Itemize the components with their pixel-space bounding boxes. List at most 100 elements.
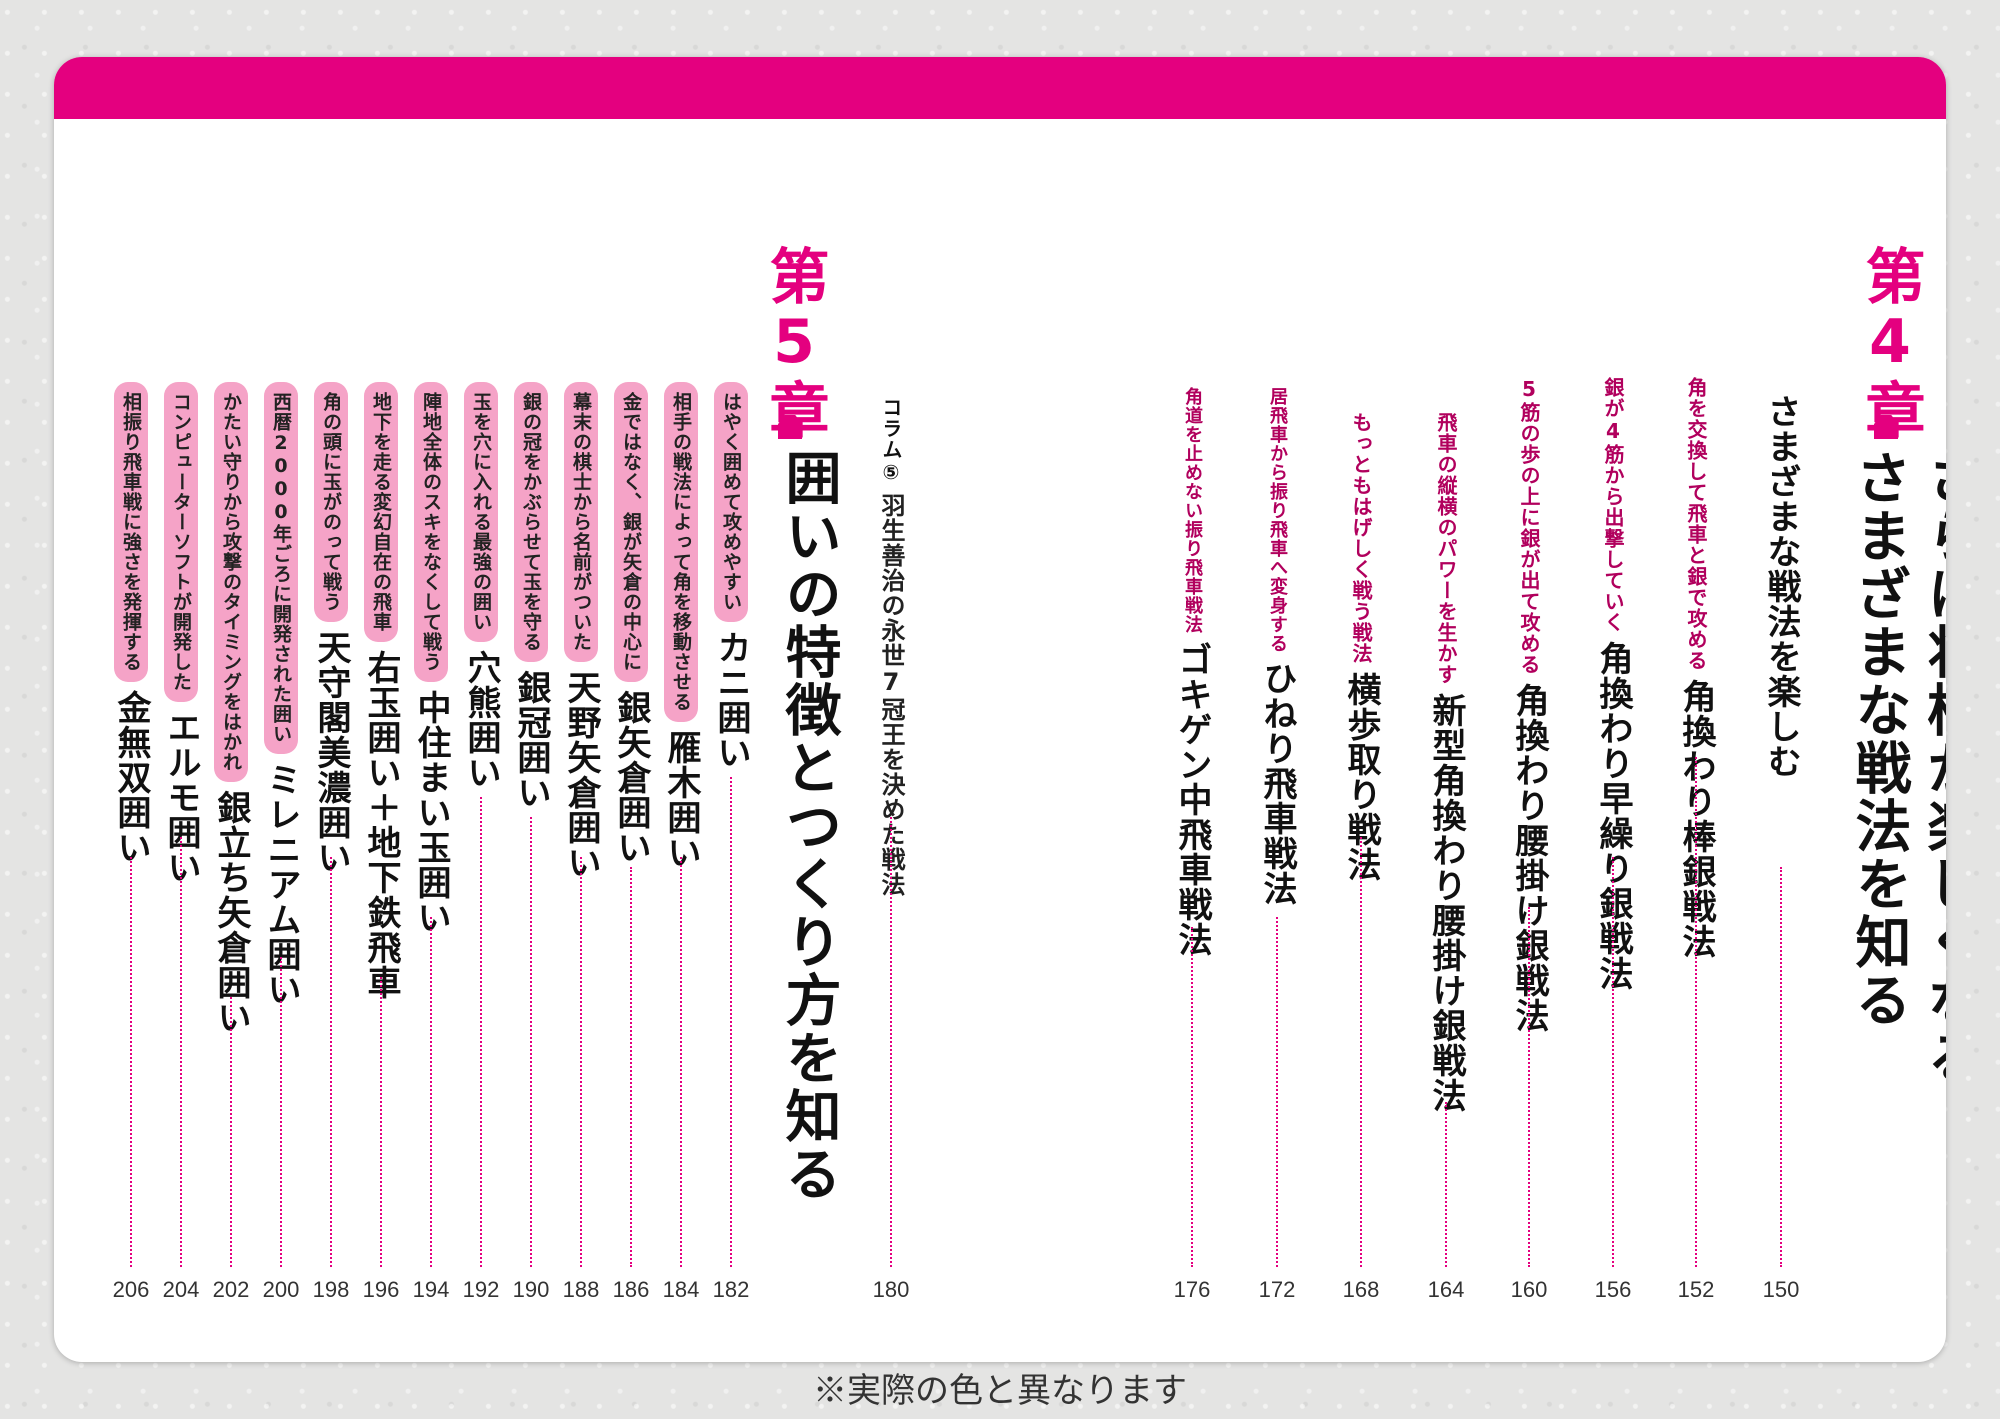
entry-subtitle: かたい守りから攻撃のタイミングをはかれ [214, 382, 248, 782]
page-number: 204 [162, 1277, 200, 1302]
leader-line [530, 817, 532, 1267]
entry-title: 金無双囲い [111, 690, 151, 865]
chapter5-marker-icon [778, 415, 802, 439]
column5-entry[interactable]: コラム⑤ 羽生善治の永世7冠王を決めた戦法 180 [869, 57, 913, 1362]
chapter4-number: 第4章 [1855, 245, 1925, 441]
leader-line [1445, 1102, 1447, 1267]
chapter5-number: 第5章 [759, 245, 829, 441]
page-number: 198 [312, 1277, 350, 1302]
entry-subtitle: 相手の戦法によって角を移動させる [664, 382, 698, 722]
leader-line [1528, 907, 1530, 1267]
entry-subtitle: 銀の冠をかぶらせて玉を守る [514, 382, 548, 662]
entry-title: 新型角換わり腰掛け銀戦法 [1426, 693, 1466, 1113]
entry-subtitle: 角道を止めない振り飛車戦法 [1182, 387, 1203, 634]
toc-page: 第4章 さらに将棋が楽しくなる さまざまな戦法を知る さまざまな戦法を楽しむ 1… [54, 57, 1946, 1362]
entry-title: 雁木囲い [661, 730, 701, 870]
toc-entry[interactable]: かたい守りから攻撃のタイミングをはかれ 銀立ち矢倉囲い 202 [209, 57, 253, 1362]
leader-line [1191, 927, 1193, 1267]
leader-line [680, 857, 682, 1267]
entry-subtitle: 幕末の棋士から名前がついた [564, 382, 598, 662]
page-number: 190 [512, 1277, 550, 1302]
leader-line [380, 977, 382, 1267]
entry-title: カニ囲い [711, 630, 751, 770]
page-number: 152 [1677, 1277, 1715, 1302]
entry-subtitle: 陣地全体のスキをなくして戦う [414, 382, 448, 682]
entry-subtitle: コンピューターソフトが開発した [164, 382, 198, 702]
entry-subtitle: 相振り飛車戦に強さを発揮する [114, 382, 148, 682]
leader-line [1780, 867, 1782, 1267]
toc-entry[interactable]: 相手の戦法によって角を移動させる 雁木囲い 184 [659, 57, 703, 1362]
page-number: 156 [1594, 1277, 1632, 1302]
entry-title: 天野矢倉囲い [561, 670, 601, 880]
chapter5-title: 囲いの特徴とつくり方を知る [776, 449, 841, 1203]
entry-subtitle: 飛車の縦横のパワーを生かす [1434, 412, 1458, 685]
entry-title: 右玉囲い＋地下鉄飛車 [361, 650, 401, 1000]
page-number: 160 [1510, 1277, 1548, 1302]
page-number: 196 [362, 1277, 400, 1302]
toc-entry[interactable]: さまざまな戦法を楽しむ 150 [1759, 57, 1803, 1362]
color-disclaimer: ※実際の色と異なります [813, 1371, 1187, 1411]
toc-entry[interactable]: 銀が4筋から出撃していく 角換わり早繰り銀戦法 156 [1591, 57, 1635, 1362]
toc-entry[interactable]: 銀の冠をかぶらせて玉を守る 銀冠囲い 190 [509, 57, 553, 1362]
entry-subtitle: 角の頭に玉がのって戦う [314, 382, 348, 622]
leader-line [230, 997, 232, 1267]
page-number: 188 [562, 1277, 600, 1302]
leader-line [1612, 857, 1614, 1267]
leader-line [730, 777, 732, 1267]
page-number: 168 [1342, 1277, 1380, 1302]
toc-entry[interactable]: 幕末の棋士から名前がついた 天野矢倉囲い 188 [559, 57, 603, 1362]
entry-subtitle: 金ではなく、銀が矢倉の中心に [614, 382, 648, 682]
toc-entry[interactable]: 角の頭に玉がのって戦う 天守閣美濃囲い 198 [309, 57, 353, 1362]
entry-subtitle: はやく囲めて攻めやすい [714, 382, 748, 622]
page-number: 180 [872, 1277, 910, 1302]
toc-entry[interactable]: 相振り飛車戦に強さを発揮する 金無双囲い 206 [109, 57, 153, 1362]
top-color-band [54, 57, 1946, 119]
entry-title: 銀冠囲い [511, 670, 551, 810]
entry-subtitle: 地下を走る変幻自在の飛車 [364, 382, 398, 642]
toc-entry[interactable]: 居飛車から振り飛車へ変身する ひねり飛車戦法 172 [1255, 57, 1299, 1362]
toc-entry[interactable]: 角を交換して飛車と銀で攻める 角換わり棒銀戦法 152 [1674, 57, 1718, 1362]
leader-line [630, 867, 632, 1267]
toc-entry[interactable]: 玉を穴に入れる最強の囲い 穴熊囲い 192 [459, 57, 503, 1362]
entry-subtitle: 5筋の歩の上に銀が出て攻める [1517, 377, 1541, 675]
entry-title: ひねり飛車戦法 [1257, 661, 1297, 906]
toc-entry[interactable]: 地下を走る変幻自在の飛車 右玉囲い＋地下鉄飛車 196 [359, 57, 403, 1362]
leader-line [580, 857, 582, 1267]
toc-entry[interactable]: もっともはげしく戦う戦法 横歩取り戦法 168 [1339, 57, 1383, 1362]
chapter4-title: さらに将棋が楽しくなる さまざまな戦法を知る [1842, 449, 1946, 1209]
leader-line [180, 837, 182, 1267]
entry-subtitle: 玉を穴に入れる最強の囲い [464, 382, 498, 642]
page-number: 194 [412, 1277, 450, 1302]
page-number: 192 [462, 1277, 500, 1302]
chapter4-title-line1: さらに将棋が楽しくなる [1918, 449, 1946, 1087]
page-number: 200 [262, 1277, 300, 1302]
toc-entry[interactable]: 西暦2000年ごろに開発された囲い ミレニアム囲い 200 [259, 57, 303, 1362]
entry-subtitle: もっともはげしく戦う戦法 [1349, 412, 1373, 664]
page-number: 182 [712, 1277, 750, 1302]
entry-title: さまざまな戦法を楽しむ [1761, 394, 1801, 779]
page-number: 202 [212, 1277, 250, 1302]
entry-title: 銀立ち矢倉囲い [211, 790, 251, 1035]
entry-subtitle: 西暦2000年ごろに開発された囲い [264, 382, 298, 754]
entry-title: 天守閣美濃囲い [311, 630, 351, 875]
entry-title: 穴熊囲い [461, 650, 501, 790]
chapter4-title-line2: さまざまな戦法を知る [1846, 449, 1911, 1029]
leader-line [480, 797, 482, 1267]
page-number: 186 [612, 1277, 650, 1302]
toc-entry[interactable]: はやく囲めて攻めやすい カニ囲い 182 [709, 57, 753, 1362]
toc-entry[interactable]: 角道を止めない振り飛車戦法 ゴキゲン中飛車戦法 176 [1170, 57, 1214, 1362]
leader-line [890, 817, 892, 1267]
entry-title: ゴキゲン中飛車戦法 [1172, 642, 1212, 957]
page-number: 176 [1173, 1277, 1211, 1302]
entry-subtitle: 角を交換して飛車と銀で攻める [1684, 377, 1708, 671]
toc-entry[interactable]: 飛車の縦横のパワーを生かす 新型角換わり腰掛け銀戦法 164 [1424, 57, 1468, 1362]
toc-entry[interactable]: 陣地全体のスキをなくして戦う 中住まい玉囲い 194 [409, 57, 453, 1362]
leader-line [1276, 917, 1278, 1267]
toc-entry[interactable]: コンピューターソフトが開発した エルモ囲い 204 [159, 57, 203, 1362]
leader-line [430, 917, 432, 1267]
page-number: 150 [1762, 1277, 1800, 1302]
leader-line [330, 857, 332, 1267]
toc-entry[interactable]: 金ではなく、銀が矢倉の中心に 銀矢倉囲い 186 [609, 57, 653, 1362]
leader-line [1695, 757, 1697, 1267]
toc-entry[interactable]: 5筋の歩の上に銀が出て攻める 角換わり腰掛け銀戦法 160 [1507, 57, 1551, 1362]
